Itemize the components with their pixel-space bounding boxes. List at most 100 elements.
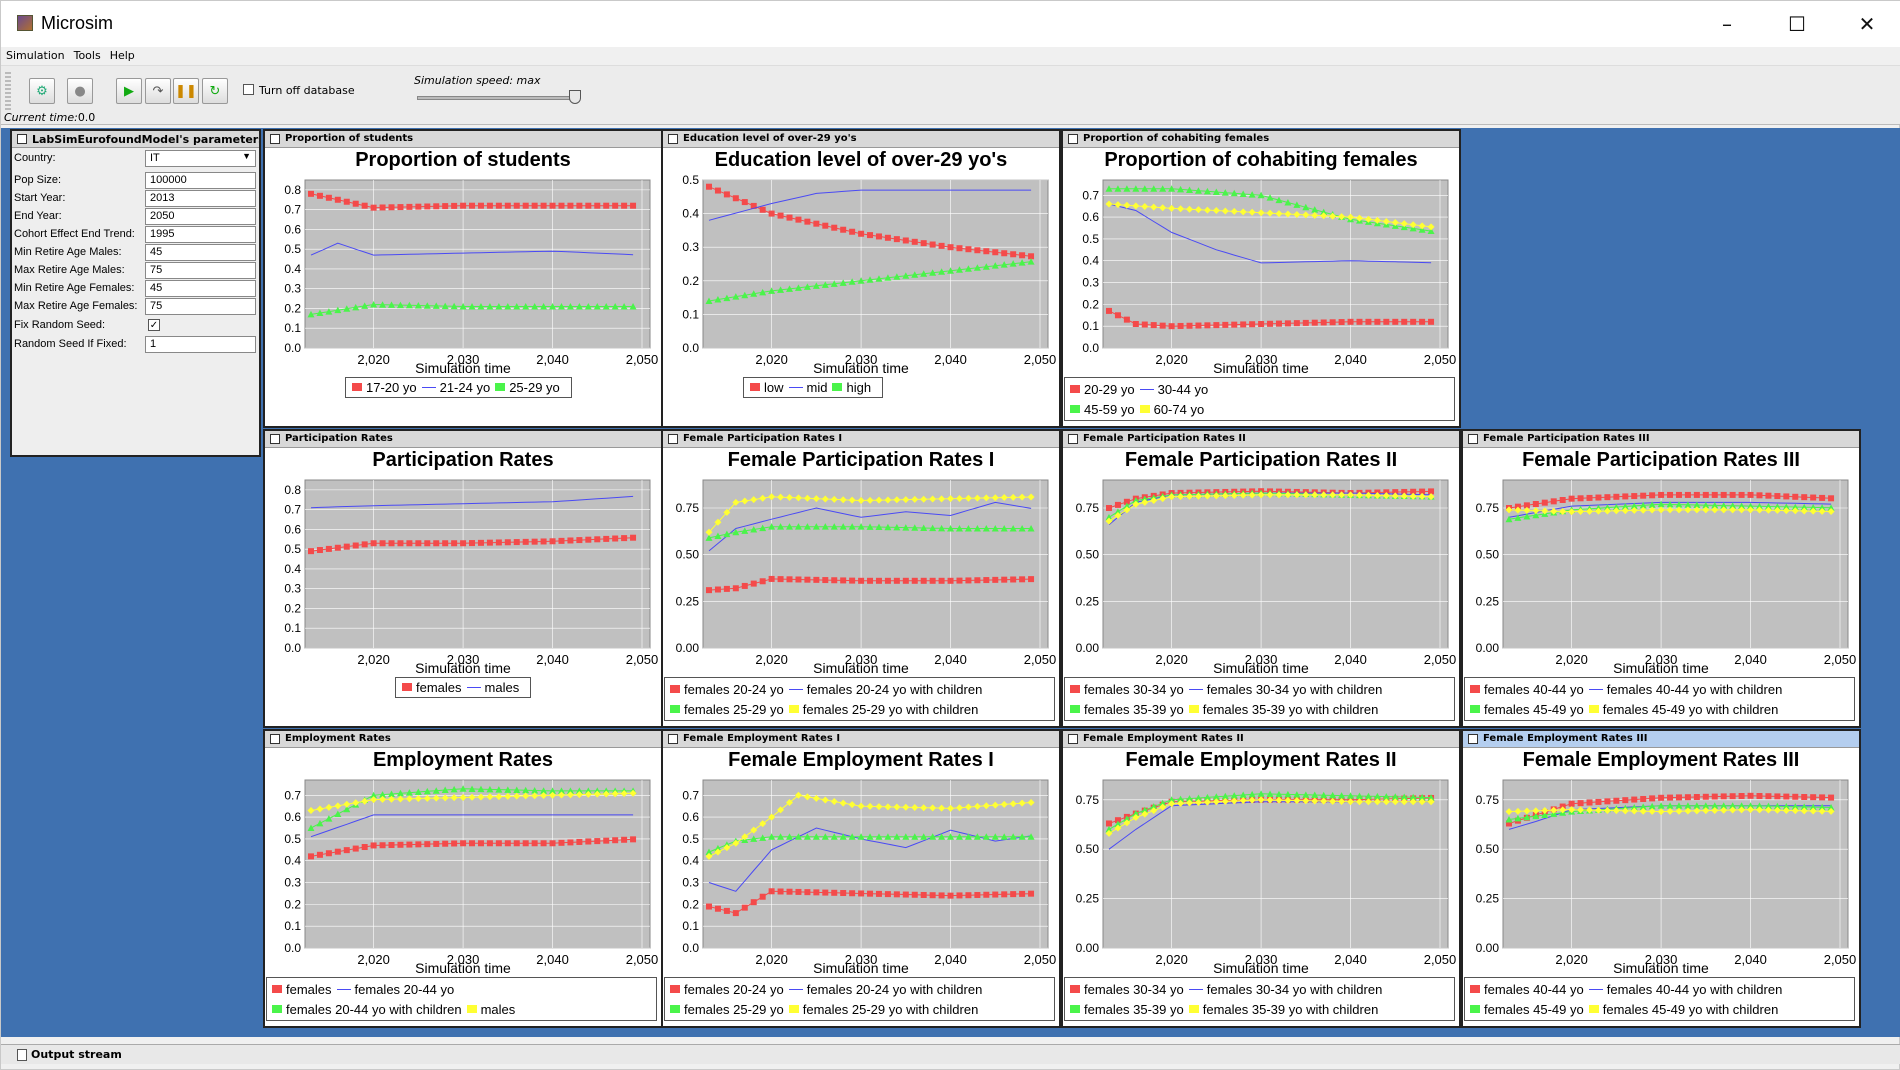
frame-checkbox[interactable] xyxy=(1468,734,1478,744)
data-point xyxy=(1132,500,1140,508)
frame-checkbox[interactable] xyxy=(1068,134,1078,144)
data-point xyxy=(803,833,811,840)
chevron-down-icon[interactable]: ▼ xyxy=(242,151,251,161)
param-input[interactable]: 2050 xyxy=(145,208,256,225)
step-button[interactable]: ↷ xyxy=(145,78,171,104)
data-point xyxy=(1019,252,1026,259)
x-axis-label: Simulation time xyxy=(813,660,909,676)
y-tick-label: 0.5 xyxy=(682,173,699,187)
frame-title-bar[interactable]: Proportion of cohabiting females xyxy=(1063,131,1459,148)
data-point xyxy=(920,270,928,277)
data-point xyxy=(1648,807,1656,815)
data-point xyxy=(1711,501,1719,509)
frame-checkbox[interactable] xyxy=(270,434,280,444)
data-point xyxy=(1027,833,1035,840)
data-point xyxy=(1819,794,1826,801)
data-point xyxy=(857,802,865,810)
frame-checkbox[interactable] xyxy=(1068,734,1078,744)
frame-checkbox[interactable] xyxy=(668,434,678,444)
data-point xyxy=(911,524,919,531)
pause-button[interactable]: ❚❚ xyxy=(173,78,199,104)
speed-slider-thumb[interactable] xyxy=(569,90,581,104)
menu-help[interactable]: Help xyxy=(109,49,135,62)
fix-random-seed-checkbox[interactable]: ✓ xyxy=(148,319,160,331)
param-input[interactable]: 100000 xyxy=(145,172,256,189)
frame-checkbox[interactable] xyxy=(668,134,678,144)
settings-button[interactable]: ● xyxy=(67,78,93,104)
plot-background xyxy=(1102,479,1449,649)
legend-item: females 40-44 yo with children xyxy=(1588,980,1782,1000)
frame-checkbox[interactable] xyxy=(17,134,27,144)
simulation-speed-slider[interactable] xyxy=(417,96,579,100)
menu-simulation[interactable]: Simulation xyxy=(6,49,65,62)
data-point xyxy=(1577,495,1584,502)
data-point xyxy=(875,523,883,531)
maximize-icon[interactable]: ☐ xyxy=(1788,12,1806,36)
data-point xyxy=(929,577,936,584)
param-input[interactable]: 45 xyxy=(145,244,256,261)
param-input[interactable]: 2013 xyxy=(145,190,256,207)
param-input[interactable]: 75 xyxy=(145,262,256,279)
param-input[interactable]: 45 xyxy=(145,280,256,297)
legend-swatch xyxy=(466,687,481,688)
legend-item: high xyxy=(832,380,871,395)
frame-checkbox[interactable] xyxy=(270,134,280,144)
y-tick-label: 0.0 xyxy=(1082,341,1099,355)
data-point xyxy=(1168,800,1176,808)
toolbar-grip[interactable] xyxy=(5,72,11,112)
menu-tools[interactable]: Tools xyxy=(73,49,101,62)
frame-title-bar[interactable]: Proportion of students xyxy=(265,131,661,148)
data-point xyxy=(1267,320,1274,327)
data-point xyxy=(477,785,485,793)
data-point xyxy=(1828,495,1835,502)
data-point xyxy=(531,202,538,209)
frame-checkbox[interactable] xyxy=(1068,434,1078,444)
parameters-title-bar[interactable]: LabSimEurofoundModel's parameters xyxy=(12,131,259,148)
data-point xyxy=(1738,802,1746,809)
start-button[interactable]: ▶ xyxy=(116,78,142,104)
data-point xyxy=(794,284,802,291)
data-point xyxy=(1105,513,1113,521)
data-point xyxy=(1114,511,1122,519)
frame-title-bar[interactable]: Female Participation Rates III xyxy=(1463,431,1859,448)
frame-title-bar[interactable]: Female Employment Rates III xyxy=(1463,731,1859,748)
frame-title-bar[interactable]: Education level of over-29 yo's xyxy=(663,131,1059,148)
restart-button[interactable]: ↻ xyxy=(202,78,228,104)
output-stream-bar[interactable]: Output stream xyxy=(1,1044,1900,1064)
data-point xyxy=(423,794,431,802)
data-point xyxy=(1720,806,1728,814)
y-tick-label: 0.00 xyxy=(676,641,700,655)
data-point xyxy=(414,302,422,309)
frame-checkbox[interactable] xyxy=(270,734,280,744)
data-point xyxy=(1212,207,1220,215)
close-icon[interactable]: ✕ xyxy=(1858,12,1876,36)
frame-checkbox[interactable] xyxy=(668,734,678,744)
frame-title-bar[interactable]: Employment Rates xyxy=(265,731,661,748)
data-point xyxy=(531,302,539,310)
frame-checkbox[interactable] xyxy=(1468,434,1478,444)
build-model-button[interactable]: ⚙ xyxy=(29,78,55,104)
legend-label: females xyxy=(286,982,332,997)
frame-title-bar[interactable]: Female Employment Rates I xyxy=(663,731,1059,748)
parameters-title: LabSimEurofoundModel's parameters xyxy=(32,133,259,146)
param-input[interactable]: 1 xyxy=(145,336,256,353)
data-point xyxy=(831,224,838,231)
data-point xyxy=(460,840,467,847)
data-point xyxy=(495,202,502,209)
frame-title-bar[interactable]: Female Participation Rates I xyxy=(663,431,1059,448)
data-point xyxy=(361,202,368,209)
data-point xyxy=(741,904,748,911)
param-input[interactable]: 75 xyxy=(145,298,256,315)
frame-title-bar[interactable]: Participation Rates xyxy=(265,431,661,448)
turn-off-database-checkbox[interactable] xyxy=(243,84,254,95)
data-point xyxy=(1132,202,1140,210)
data-point xyxy=(308,190,314,197)
data-point xyxy=(1249,321,1256,328)
data-point xyxy=(1550,507,1558,515)
minimize-icon[interactable]: – xyxy=(1722,12,1732,36)
param-input[interactable]: 1995 xyxy=(145,226,256,243)
country-select[interactable]: IT ▼ xyxy=(145,150,256,167)
frame-title-bar[interactable]: Female Participation Rates II xyxy=(1063,431,1459,448)
data-point xyxy=(1213,322,1220,329)
frame-title-bar[interactable]: Female Employment Rates II xyxy=(1063,731,1459,748)
